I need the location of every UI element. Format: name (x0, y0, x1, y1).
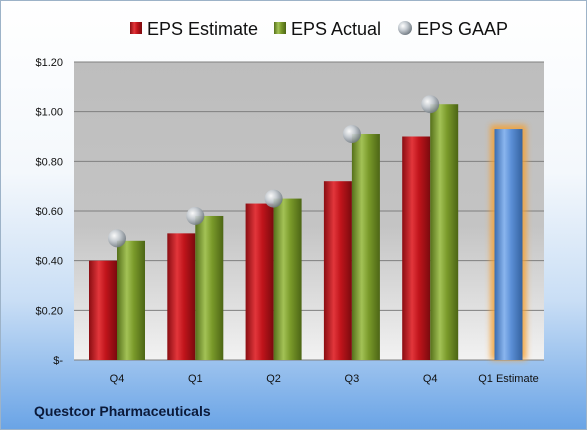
y-axis-ticks: $- $0.20 $0.40 $0.60 $0.80 $1.00 $1.20 (35, 57, 63, 367)
y-tick-label: $0.20 (35, 305, 63, 317)
legend-label-gaap: EPS GAAP (417, 19, 508, 39)
y-tick-label: $- (53, 355, 63, 367)
bar-eps-actual (351, 134, 380, 360)
legend-label-actual: EPS Actual (291, 19, 381, 39)
marker-eps-gaap (342, 125, 361, 144)
y-tick-label: $0.40 (35, 256, 63, 268)
legend: EPS Estimate EPS Actual EPS GAAP (130, 19, 508, 39)
marker-eps-gaap (108, 229, 126, 248)
y-tick-label: $1.20 (35, 57, 63, 69)
legend-swatch-estimate (130, 22, 142, 34)
bars (89, 104, 527, 360)
legend-label-estimate: EPS Estimate (147, 19, 258, 39)
bar-eps-actual (273, 198, 302, 360)
x-tick-label: Q2 (266, 373, 281, 385)
x-tick-label: Q4 (110, 373, 125, 385)
x-tick-label: Q4 (423, 373, 438, 385)
gaap-markers (108, 95, 440, 248)
y-tick-label: $1.00 (35, 107, 63, 119)
x-axis-ticks: Q4 Q1 Q2 Q3 Q4 Q1 Estimate (110, 373, 539, 385)
company-name: Questcor Pharmaceuticals (34, 403, 211, 419)
x-tick-label: Q1 Estimate (478, 373, 539, 385)
legend-swatch-actual (274, 22, 286, 34)
bar-eps-estimate (245, 203, 274, 360)
bar-eps-estimate (167, 233, 196, 360)
y-tick-label: $0.80 (35, 156, 63, 168)
marker-eps-gaap (186, 206, 205, 225)
bar-eps-estimate (323, 181, 352, 360)
gridlines (74, 61, 544, 361)
y-tick-label: $0.60 (35, 206, 63, 218)
bar-eps-actual (195, 215, 224, 360)
x-tick-label: Q3 (345, 373, 360, 385)
bar-eps-actual (430, 104, 459, 360)
bar-eps-estimate (89, 260, 117, 360)
x-tick-label: Q1 (188, 373, 203, 385)
legend-marker-gaap (398, 21, 412, 35)
bar-q1-estimate (494, 129, 523, 360)
marker-eps-gaap (264, 189, 283, 208)
marker-eps-gaap (421, 95, 440, 114)
bar-eps-actual (117, 240, 145, 360)
bar-eps-estimate (402, 136, 431, 360)
